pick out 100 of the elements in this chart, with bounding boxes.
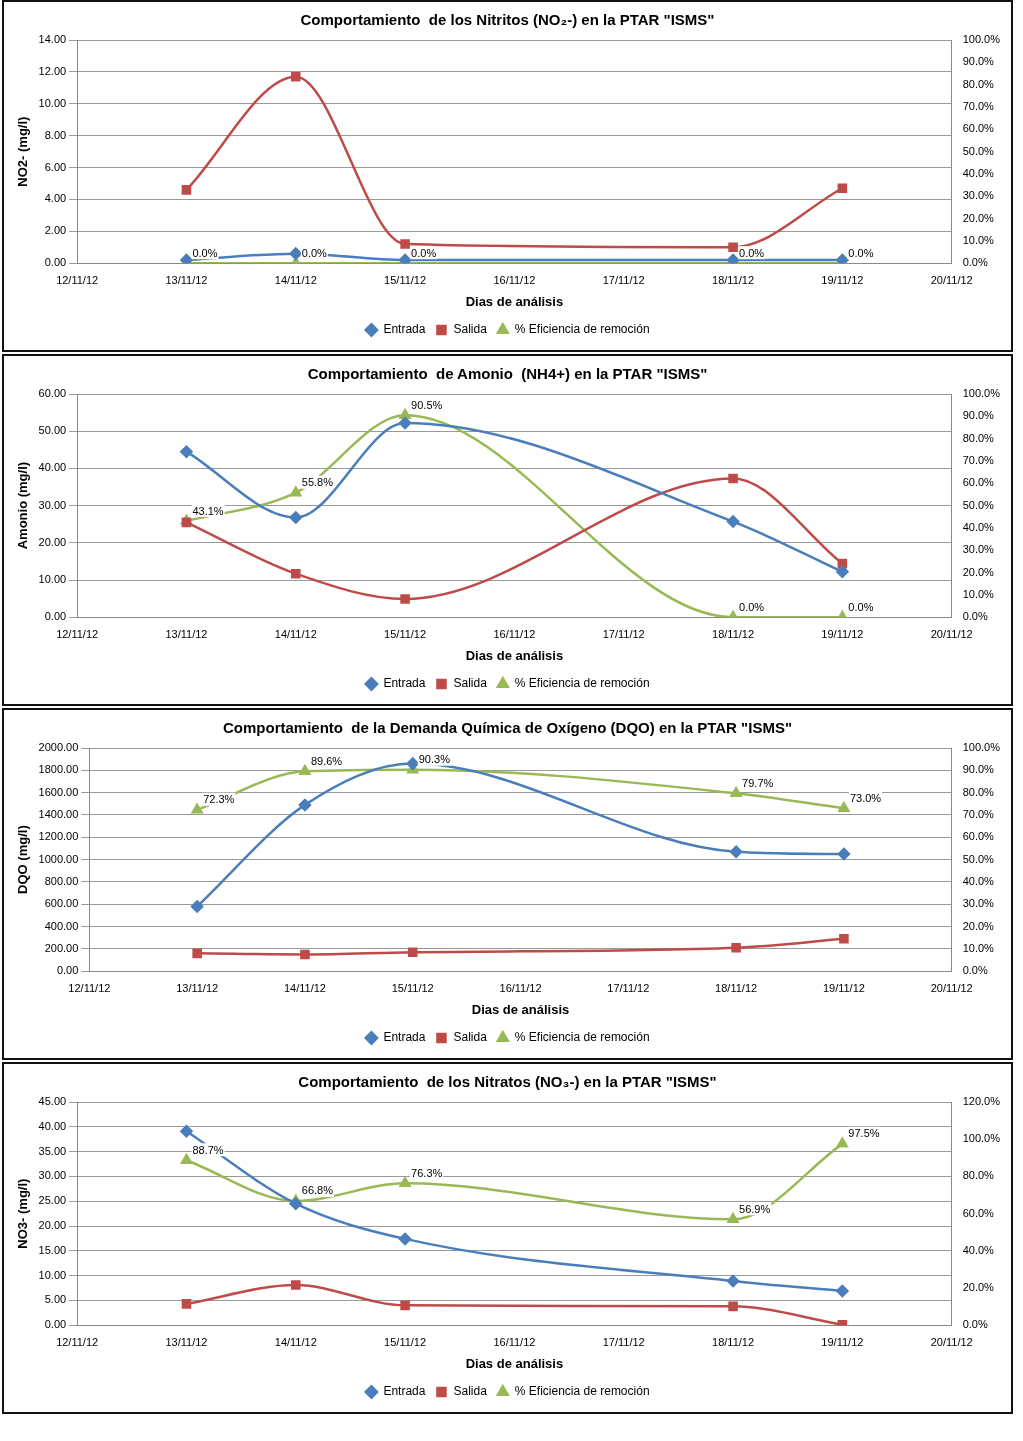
data-label: 0.0% — [411, 246, 437, 259]
y2-tick-label: 70.0% — [962, 99, 995, 112]
y-tick-label: 10.00 — [38, 1268, 67, 1281]
y2-tick-label: 60.0% — [962, 476, 995, 489]
data-label: 0.0% — [739, 246, 765, 259]
data-label: 90.5% — [411, 398, 443, 411]
data-label: 73.0% — [849, 791, 882, 804]
y-tick-label: 45.00 — [38, 1095, 67, 1108]
x-tick-label: 14/11/12 — [274, 627, 317, 640]
y2-tick-label: 30.0% — [962, 189, 995, 202]
y2-tick-label: 50.0% — [962, 144, 995, 157]
y-tick-label: 12.00 — [38, 64, 67, 77]
data-label: 76.3% — [411, 1166, 443, 1179]
y-tick-label: 0.00 — [44, 1318, 67, 1331]
legend-label: % Eficiencia de remoción — [514, 676, 650, 691]
data-label: 55.8% — [301, 476, 334, 489]
y-tick-label: 0.00 — [44, 610, 67, 623]
y-tick-label: 1200.00 — [38, 830, 79, 843]
x-tick-label: 12/11/12 — [56, 1335, 99, 1348]
legend-label: % Eficiencia de remoción — [514, 322, 650, 337]
y2-tick-label: 100.0% — [962, 1132, 1001, 1145]
x-tick-label: 15/11/12 — [391, 981, 434, 994]
y2-tick-label: 60.0% — [962, 1206, 995, 1219]
y-tick-label: 60.00 — [38, 387, 67, 400]
y-tick-label: 600.00 — [44, 897, 79, 910]
x-tick-label: 13/11/12 — [165, 273, 208, 286]
legend-label: Entrada — [383, 322, 426, 337]
y-tick-label: 0.00 — [44, 256, 67, 269]
data-label: 66.8% — [301, 1184, 334, 1197]
legend-label: % Eficiencia de remoción — [514, 1384, 650, 1399]
y-tick-label: 8.00 — [44, 128, 67, 141]
y2-tick-label: 0.0% — [962, 610, 988, 623]
legend-label: Salida — [453, 1384, 488, 1399]
x-tick-label: 16/11/12 — [493, 273, 536, 286]
x-tick-label: 12/11/12 — [56, 273, 99, 286]
x-axis-title: Dias de análisis — [465, 1355, 564, 1371]
chart-title: Comportamiento de los Nitritos (NO₂-) en la PTAR "ISMS" — [300, 11, 715, 29]
y-tick-label: 30.00 — [38, 1169, 67, 1182]
x-tick-label: 17/11/12 — [602, 627, 645, 640]
y2-tick-label: 50.0% — [962, 498, 995, 511]
data-label: 72.3% — [203, 793, 235, 806]
x-tick-label: 16/11/12 — [499, 981, 542, 994]
y-tick-label: 20.00 — [38, 535, 67, 548]
x-tick-label: 20/11/12 — [930, 1335, 973, 1348]
y-tick-label: 14.00 — [38, 33, 67, 46]
data-label: 0.0% — [192, 246, 218, 259]
x-tick-label: 15/11/12 — [384, 627, 427, 640]
y-tick-label: 2000.00 — [38, 741, 79, 754]
x-tick-label: 12/11/12 — [68, 981, 111, 994]
x-tick-label: 15/11/12 — [384, 273, 427, 286]
legend-label: Entrada — [383, 1030, 426, 1045]
y2-tick-label: 120.0% — [962, 1095, 1001, 1108]
x-tick-label: 13/11/12 — [165, 627, 208, 640]
chart-title: Comportamiento de los Nitratos (NO₃-) en la PTAR "ISMS" — [298, 1073, 717, 1091]
data-label: 97.5% — [848, 1127, 880, 1140]
y-axis-title: NO2- (mg/l) — [15, 116, 31, 187]
x-tick-label: 13/11/12 — [165, 1335, 208, 1348]
y-tick-label: 1400.00 — [38, 807, 79, 820]
y2-tick-label: 100.0% — [962, 741, 1001, 754]
y2-tick-label: 40.0% — [962, 166, 995, 179]
y-axis-title: Amonio (mg/l) — [15, 461, 31, 550]
y-tick-label: 40.00 — [38, 1119, 67, 1132]
y2-tick-label: 50.0% — [962, 852, 995, 865]
y2-tick-label: 90.0% — [962, 763, 995, 776]
x-axis-title: Dias de análisis — [471, 1001, 570, 1017]
x-tick-label: 20/11/12 — [930, 273, 973, 286]
y2-tick-label: 40.0% — [962, 520, 995, 533]
legend-label: Salida — [453, 322, 488, 337]
x-tick-label: 18/11/12 — [712, 273, 755, 286]
y-axis-title: NO3- (mg/l) — [15, 1178, 31, 1249]
x-tick-label: 18/11/12 — [715, 981, 758, 994]
y2-tick-label: 40.0% — [962, 874, 995, 887]
y-tick-label: 40.00 — [38, 461, 67, 474]
x-tick-label: 14/11/12 — [274, 1335, 317, 1348]
y-axis-title: DQO (mg/l) — [15, 825, 31, 894]
y-tick-label: 30.00 — [38, 498, 67, 511]
x-tick-label: 15/11/12 — [384, 1335, 427, 1348]
y2-tick-label: 80.0% — [962, 431, 995, 444]
x-tick-label: 19/11/12 — [821, 273, 864, 286]
y2-tick-label: 70.0% — [962, 453, 995, 466]
data-label: 0.0% — [848, 246, 874, 259]
y2-tick-label: 60.0% — [962, 122, 995, 135]
data-label: 0.0% — [848, 600, 874, 613]
y2-tick-label: 20.0% — [962, 1281, 995, 1294]
legend-label: Salida — [453, 1030, 488, 1045]
y-tick-label: 35.00 — [38, 1144, 67, 1157]
y-tick-label: 0.00 — [56, 964, 79, 977]
y-tick-label: 10.00 — [38, 573, 67, 586]
x-tick-label: 17/11/12 — [607, 981, 650, 994]
x-tick-label: 16/11/12 — [493, 627, 536, 640]
data-label: 0.0% — [739, 600, 765, 613]
x-tick-label: 19/11/12 — [822, 981, 865, 994]
y2-tick-label: 90.0% — [962, 55, 995, 68]
y2-tick-label: 0.0% — [962, 1318, 988, 1331]
y-tick-label: 400.00 — [44, 919, 79, 932]
y-tick-label: 1600.00 — [38, 785, 79, 798]
y-tick-label: 15.00 — [38, 1243, 67, 1256]
data-label: 89.6% — [310, 754, 343, 767]
x-tick-label: 14/11/12 — [283, 981, 326, 994]
data-label: 90.3% — [418, 753, 451, 766]
